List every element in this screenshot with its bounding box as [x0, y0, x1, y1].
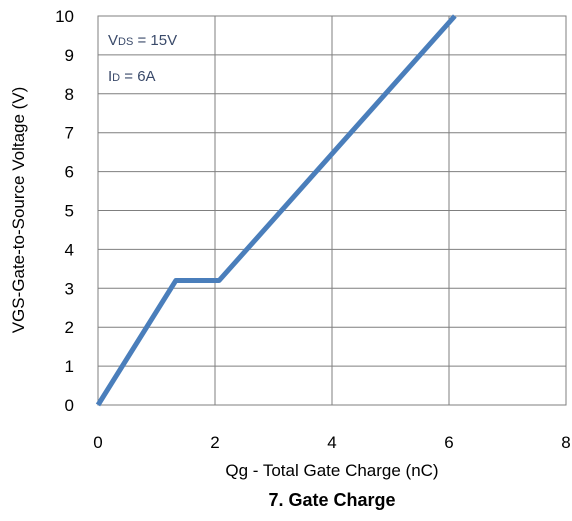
annotation-vds: VDS = 15V	[108, 32, 177, 49]
gate-charge-line	[95, 14, 457, 407]
series-layer	[95, 14, 457, 407]
y-tick-label: 9	[65, 46, 74, 65]
x-tick-label: 0	[93, 433, 102, 452]
x-tick-label: 8	[561, 433, 570, 452]
grid-lines	[97, 15, 567, 406]
plot-area-frame	[97, 15, 567, 406]
y-tick-label: 1	[65, 357, 74, 376]
y-tick-label: 7	[65, 124, 74, 143]
y-axis-title: VGS-Gate-to-Source Voltage (V)	[9, 87, 28, 334]
chart-title: 7. Gate Charge	[268, 490, 395, 510]
y-tick-label: 4	[65, 240, 74, 259]
y-tick-label: 6	[65, 163, 74, 182]
y-tick-labels: 0 1 2 3 4 5 6 7 8 9 10	[55, 7, 74, 415]
y-tick-label: 0	[65, 396, 74, 415]
x-tick-label: 6	[444, 433, 453, 452]
y-tick-label: 5	[65, 202, 74, 221]
y-tick-label: 10	[55, 7, 74, 26]
annotation-id: ID = 6A	[108, 68, 156, 85]
y-tick-label: 2	[65, 318, 74, 337]
x-tick-labels: 0 2 4 6 8	[93, 433, 570, 452]
y-tick-label: 3	[65, 279, 74, 298]
x-tick-label: 4	[327, 433, 336, 452]
x-tick-label: 2	[210, 433, 219, 452]
y-tick-label: 8	[65, 85, 74, 104]
x-axis-title: Qg - Total Gate Charge (nC)	[225, 461, 438, 480]
